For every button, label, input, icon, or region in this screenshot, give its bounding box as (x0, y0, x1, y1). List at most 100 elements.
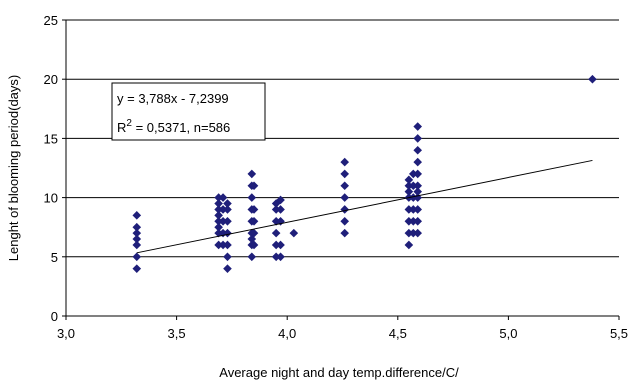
data-point (214, 228, 223, 238)
data-point (218, 216, 228, 226)
y-tick-label: 5 (51, 250, 58, 265)
data-point (271, 228, 281, 238)
x-tick-label: 5,0 (499, 326, 517, 341)
data-point (132, 222, 142, 232)
data-point (340, 181, 350, 191)
x-tick-label: 3,0 (57, 326, 75, 341)
data-point (340, 193, 350, 202)
data-point (408, 193, 418, 202)
data-point (223, 228, 232, 238)
data-point (223, 205, 232, 214)
data-point (408, 169, 418, 179)
data-point (340, 205, 350, 214)
data-point (289, 228, 299, 238)
data-point (247, 193, 257, 202)
data-point (271, 240, 281, 250)
data-point (404, 187, 414, 196)
data-point (271, 216, 281, 226)
data-point (413, 205, 423, 214)
data-point (276, 240, 285, 250)
data-point (413, 122, 423, 131)
data-point (404, 175, 414, 185)
data-point (408, 228, 418, 238)
r-squared-label: R2 = 0,5371, n=586 (117, 118, 230, 135)
data-point (223, 252, 232, 262)
data-point (413, 145, 423, 155)
x-tick-label: 4,5 (389, 326, 407, 341)
data-point (413, 169, 423, 179)
data-point (214, 211, 223, 220)
data-point (276, 205, 285, 214)
y-tick-label: 15 (44, 131, 58, 146)
x-tick-label: 4,0 (278, 326, 296, 341)
data-point (340, 228, 350, 238)
data-point (276, 195, 285, 205)
data-point (408, 216, 418, 226)
data-point (249, 216, 259, 226)
data-point (132, 240, 142, 250)
data-point (408, 181, 418, 191)
data-point (214, 216, 223, 226)
data-point (340, 157, 350, 167)
data-point (214, 199, 223, 208)
data-point (214, 205, 223, 214)
data-point (413, 187, 423, 196)
data-point (223, 216, 232, 226)
data-point (413, 157, 423, 167)
data-point (271, 205, 281, 214)
data-point (271, 252, 281, 262)
x-axis-title: Average night and day temp.difference/C/ (219, 365, 459, 380)
y-tick-label: 25 (44, 13, 58, 28)
x-tick-label: 5,5 (610, 326, 628, 341)
data-point (247, 252, 257, 262)
data-point (223, 240, 232, 250)
data-point (249, 181, 259, 191)
data-point (247, 169, 257, 179)
data-point (340, 216, 350, 226)
data-point (223, 199, 232, 208)
data-point (132, 252, 142, 262)
data-point (404, 181, 414, 191)
data-point (132, 228, 142, 238)
data-point (218, 240, 228, 250)
plot-area (66, 20, 619, 316)
trendline-equation: y = 3,788x - 7,2399 (117, 91, 229, 106)
data-point (271, 199, 281, 208)
data-point (588, 74, 597, 84)
y-tick-label: 20 (44, 72, 58, 87)
y-axis-title: Lenght of blooming period(days) (6, 75, 21, 261)
data-point (249, 240, 259, 250)
y-tick-label: 0 (51, 309, 58, 324)
data-point (218, 193, 228, 202)
data-point (413, 134, 423, 143)
data-point (249, 228, 259, 238)
data-point (218, 205, 228, 214)
data-point (223, 264, 232, 273)
data-point (214, 222, 223, 232)
data-point (413, 193, 423, 202)
data-point (404, 216, 414, 226)
data-point (408, 205, 418, 214)
equation-box: y = 3,788x - 7,2399 R2 = 0,5371, n=586 (111, 82, 266, 141)
data-point (276, 216, 285, 226)
data-point (404, 240, 414, 250)
data-point (413, 216, 423, 226)
data-point (214, 240, 223, 250)
data-point (413, 228, 423, 238)
y-tick-labels: 0 5 10 15 20 25 (44, 13, 66, 324)
data-point (132, 264, 142, 273)
data-point (404, 205, 414, 214)
x-tick-labels: 3,0 3,5 4,0 4,5 5,0 5,5 (57, 316, 628, 341)
data-point (214, 193, 223, 202)
data-point (404, 228, 414, 238)
data-point (249, 205, 259, 214)
data-point (132, 211, 142, 220)
trendline (136, 159, 593, 254)
data-point (340, 169, 350, 179)
y-tick-label: 10 (44, 191, 58, 206)
data-point (132, 234, 142, 244)
data-point (413, 181, 423, 191)
x-tick-label: 3,5 (168, 326, 186, 341)
data-point (247, 234, 257, 244)
